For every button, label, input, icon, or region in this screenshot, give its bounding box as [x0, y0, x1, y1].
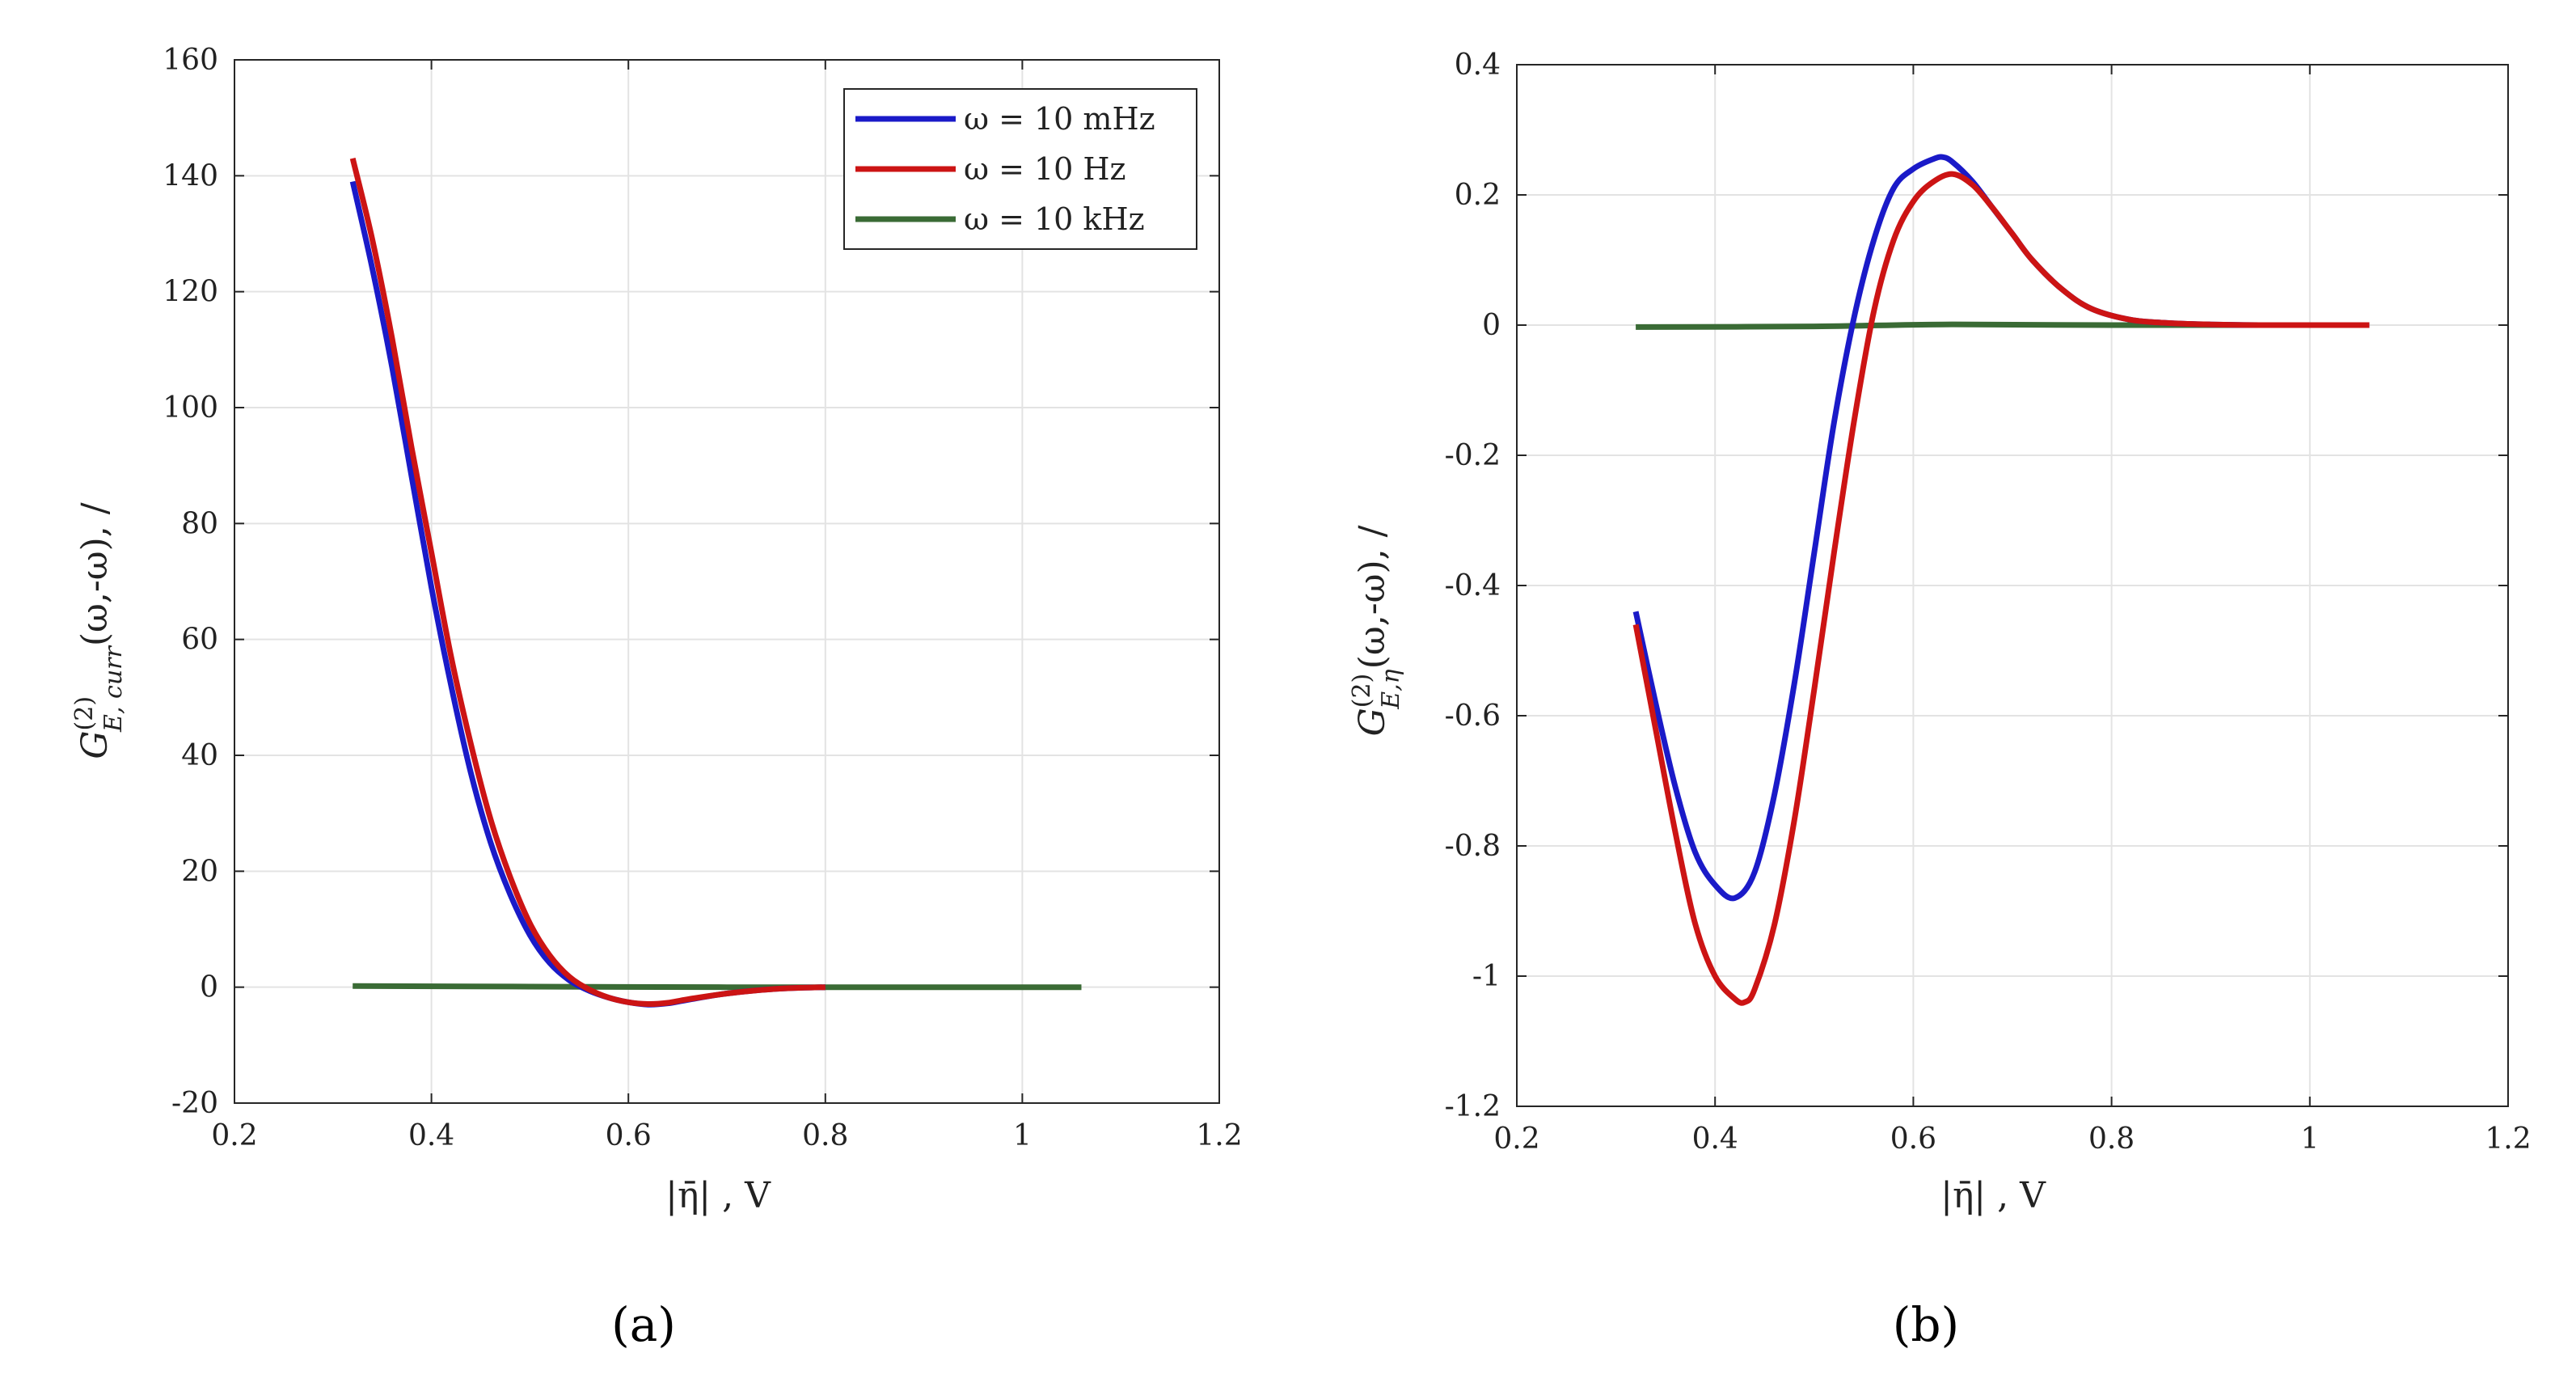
plot-frame-a — [234, 59, 1220, 1104]
y-tick-label-a-3: 40 — [181, 739, 218, 772]
y-tick-label-a-8: 140 — [163, 159, 218, 192]
y-tick-label-a-7: 120 — [163, 276, 218, 309]
x-tick-label-b-1: 0.4 — [1692, 1122, 1738, 1156]
legend-entry-3: ω = 10 kHz — [855, 201, 1145, 237]
legend-label-3: ω = 10 kHz — [964, 201, 1145, 237]
series-group-b — [1632, 154, 2370, 1006]
y-tick-label-b-7: 0.2 — [1455, 179, 1501, 212]
series-line-a-1 — [349, 157, 826, 1008]
y-tick-label-a-5: 80 — [181, 507, 218, 540]
axis-ticks-b: 0.2 0.4 0.6 0.8 1 1.2 -1.2 -1 -0.8 -0.6 -0.4 -0.2 0 0… — [1445, 49, 2532, 1156]
y-tick-label-a-2: 20 — [181, 855, 218, 888]
y-axis-label-b-rest: (ω,-ω), / — [1352, 525, 1393, 669]
legend-entry-2: ω = 10 Hz — [855, 151, 1126, 187]
y-tick-label-b-3: -0.6 — [1445, 700, 1501, 733]
caption-a: (a) — [611, 1297, 676, 1352]
x-tick-label-a-4: 1 — [1013, 1119, 1032, 1152]
legend-entry-1: ω = 10 mHz — [855, 101, 1155, 137]
x-axis-label-b: |η̄| , V — [1940, 1175, 2046, 1216]
y-tick-label-b-8: 0.4 — [1455, 49, 1501, 82]
y-tick-label-a-0: -20 — [171, 1087, 218, 1120]
y-tick-label-a-9: 160 — [163, 44, 218, 77]
chart-panel-b: 0.2 0.4 0.6 0.8 1 1.2 -1.2 -1 -0.8 -0.6 -0.4 -0.2 0 0… — [1348, 49, 2532, 1216]
y-axis-label-b-sup: (2) — [1348, 674, 1376, 708]
x-tick-label-a-0: 0.2 — [211, 1119, 257, 1152]
y-axis-label-a-sub: E, curr — [99, 645, 128, 733]
caption-b: (b) — [1893, 1297, 1959, 1352]
x-axis-label-a: |η̄| , V — [665, 1175, 771, 1216]
x-tick-label-b-5: 1.2 — [2485, 1122, 2531, 1156]
x-tick-label-b-3: 0.8 — [2088, 1122, 2135, 1156]
y-tick-label-b-2: -0.8 — [1445, 830, 1501, 863]
chart-panel-a: 0.2 0.4 0.6 0.8 1 1.2 -20 0 20 40 60 80 100 120 140 160… — [70, 44, 1243, 1216]
series-group-a — [349, 157, 1082, 1008]
y-axis-label-b: G(2)E,η(ω,-ω), / — [1348, 525, 1405, 736]
y-tick-label-b-4: -0.4 — [1445, 569, 1501, 602]
y-axis-label-a-rest: (ω,-ω), / — [74, 502, 116, 646]
legend-label-1: ω = 10 mHz — [964, 101, 1155, 137]
axis-ticks-a: 0.2 0.4 0.6 0.8 1 1.2 -20 0 20 40 60 80 100 120 140 160 — [163, 44, 1242, 1152]
y-axis-label-b-main: G — [1352, 708, 1393, 736]
x-tick-label-a-5: 1.2 — [1196, 1119, 1242, 1152]
y-tick-label-a-6: 100 — [163, 391, 218, 425]
y-axis-label-a: G(2)E, curr(ω,-ω), / — [70, 502, 128, 759]
series-line-b-1 — [1632, 171, 2370, 1006]
legend: ω = 10 mHz ω = 10 Hz ω = 10 kHz — [843, 88, 1197, 250]
caption-b-text: (b) — [1893, 1297, 1959, 1352]
y-axis-label-b-sub: E,η — [1377, 669, 1405, 709]
x-tick-label-b-4: 1 — [2300, 1122, 2319, 1156]
y-tick-label-b-5: -0.2 — [1445, 439, 1501, 472]
y-axis-label-a-main: G — [74, 730, 116, 759]
y-tick-label-a-1: 0 — [200, 971, 218, 1004]
legend-label-2: ω = 10 Hz — [964, 151, 1126, 187]
x-tick-label-a-2: 0.6 — [606, 1119, 652, 1152]
x-tick-label-a-3: 0.8 — [802, 1119, 848, 1152]
x-tick-label-a-1: 0.4 — [408, 1119, 454, 1152]
series-line-a-2 — [353, 983, 1082, 991]
y-tick-label-b-0: -1.2 — [1445, 1090, 1501, 1123]
y-tick-label-b-1: -1 — [1472, 960, 1501, 993]
y-tick-label-b-6: 0 — [1482, 309, 1501, 342]
caption-a-text: (a) — [611, 1297, 676, 1352]
y-tick-label-a-4: 60 — [181, 624, 218, 657]
x-tick-label-b-2: 0.6 — [1890, 1122, 1936, 1156]
y-axis-label-a-sup: (2) — [70, 696, 99, 731]
x-tick-label-b-0: 0.2 — [1493, 1122, 1539, 1156]
